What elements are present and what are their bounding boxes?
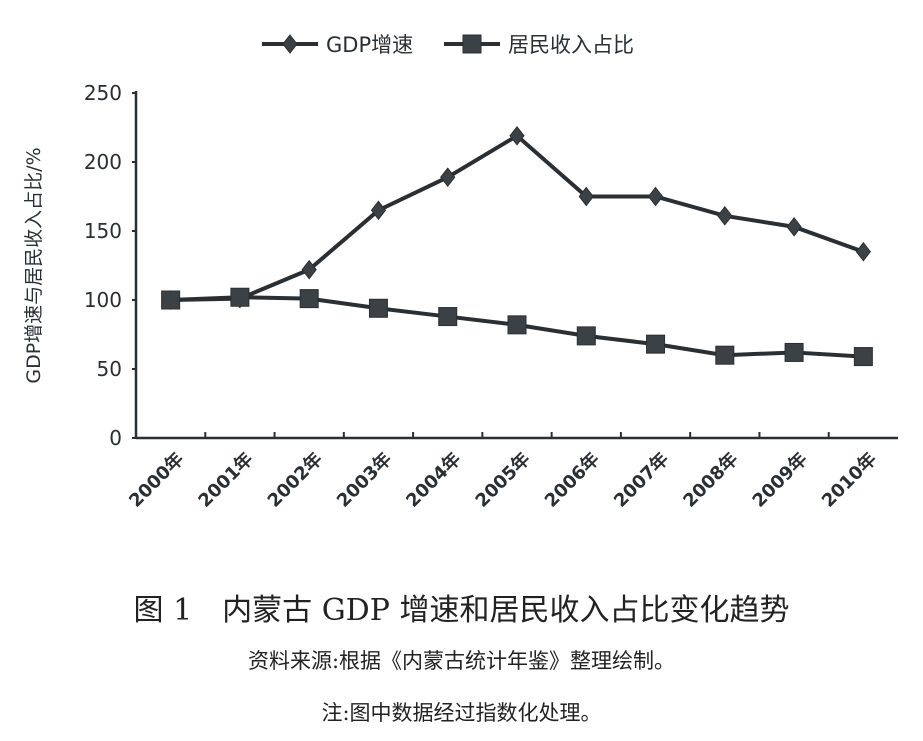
data-point: [438, 307, 458, 327]
data-point: [161, 290, 181, 310]
data-point: [578, 186, 594, 207]
data-point: [717, 206, 733, 226]
data-point: [368, 298, 388, 318]
legend-label-income: 居民收入占比: [508, 33, 634, 57]
y-tick-label: 0: [109, 426, 122, 450]
data-point: [853, 347, 873, 367]
series-line-gdp-growth: [170, 133, 865, 302]
x-tick-label: 2001年: [194, 448, 258, 512]
data-point: [647, 186, 664, 207]
legend-label-gdp: GDP增速: [326, 33, 413, 57]
y-tick-label: 250: [84, 81, 122, 105]
x-tick-label: 2008年: [679, 448, 743, 512]
x-tick-label: 2007年: [609, 448, 673, 512]
x-tick-label: 2003年: [332, 448, 396, 512]
figure-caption-title: 图 1 内蒙古 GDP 增速和居民收入占比变化趋势: [133, 593, 790, 628]
x-tick-label: 2000年: [124, 448, 188, 512]
legend-marker-income: [462, 34, 482, 54]
data-point: [646, 334, 666, 354]
data-point: [440, 167, 456, 187]
x-tick-label: 2004年: [402, 448, 466, 512]
y-axis-label: GDP增速与居民收入占比/%: [23, 147, 45, 383]
y-tick-label: 200: [84, 150, 122, 174]
data-point: [576, 326, 596, 346]
figure-note: 注:图中数据经过指数化处理。: [321, 701, 602, 725]
x-tick-label: 2002年: [263, 448, 327, 512]
data-point: [509, 125, 525, 146]
x-tick-label: 2005年: [471, 448, 535, 512]
data-point: [370, 200, 387, 221]
y-tick-label: 150: [84, 219, 122, 243]
x-tick-label: 2009年: [748, 448, 812, 512]
figure-source-note: 资料来源:根据《内蒙古统计年鉴》整理绘制。: [247, 649, 676, 673]
data-point: [301, 259, 317, 280]
data-point: [784, 342, 804, 362]
data-point: [715, 345, 735, 365]
legend-marker-gdp: [282, 34, 298, 54]
line-chart: 0 50 100 150 200 250 2000年 2001年 2002年 2003年 2004年…: [23, 33, 898, 512]
y-tick-label: 100: [84, 288, 122, 312]
data-point: [786, 217, 802, 237]
data-point: [299, 289, 319, 309]
data-point: [230, 287, 250, 307]
data-point: [855, 241, 871, 262]
x-tick-label: 2006年: [540, 448, 604, 512]
x-tick-label: 2010年: [817, 448, 881, 512]
data-point: [507, 315, 527, 335]
y-tick-label: 50: [97, 357, 122, 381]
